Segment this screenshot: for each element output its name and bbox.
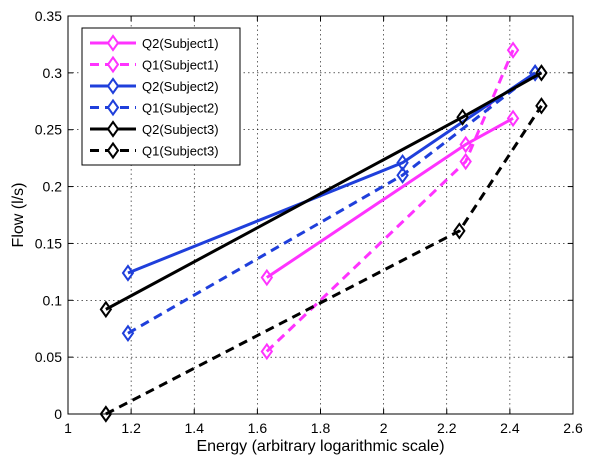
data-point <box>456 108 469 126</box>
data-point <box>121 324 135 342</box>
x-tick-label: 1.6 <box>248 420 268 436</box>
y-tick-label: 0.1 <box>43 292 63 308</box>
x-tick-label: 2 <box>380 420 388 436</box>
legend-label: Q2(Subject2) <box>142 79 219 94</box>
y-tick-label: 0.35 <box>35 8 62 24</box>
series-line <box>127 71 537 335</box>
x-tick-label: 1.8 <box>311 420 331 436</box>
y-axis-label: Flow (l/s) <box>10 183 27 248</box>
legend-marker <box>106 141 120 160</box>
x-tick-label: 2.2 <box>437 420 457 436</box>
y-tick-label: 0.05 <box>35 349 62 365</box>
x-tick-label: 2.4 <box>500 420 520 436</box>
data-point <box>453 222 466 240</box>
data-point <box>99 300 113 319</box>
y-tick-label: 0.2 <box>43 179 63 195</box>
y-tick-label: 0.15 <box>35 235 62 251</box>
x-tick-label: 1.4 <box>185 420 205 436</box>
legend: Q2(Subject1) Q1(Subject1) Q2(Subject2) Q1(S… <box>81 27 241 166</box>
legend-box <box>81 27 241 166</box>
legend-marker <box>106 98 120 117</box>
x-tick-label: 1.2 <box>121 420 141 436</box>
y-tick-label: 0 <box>54 406 62 422</box>
legend-marker <box>106 55 120 74</box>
series-line <box>265 49 515 353</box>
series-q2-subject1 <box>260 109 520 287</box>
series-line <box>105 71 543 311</box>
data-point <box>459 135 472 154</box>
data-point <box>99 405 113 423</box>
legend-label: Q1(Subject2) <box>142 101 219 116</box>
x-tick-label: 2.6 <box>563 420 583 436</box>
series-q2-subject3 <box>99 64 548 319</box>
data-point <box>121 264 135 282</box>
axis-ticks: 1 1.2 1.4 1.6 1.8 2 2.2 2.4 2.6 0 0.05 0.1 0.15 0.2 0.… <box>35 8 583 436</box>
legend-label: Q2(Subject3) <box>142 122 219 137</box>
legend-marker <box>106 120 120 138</box>
legend-label: Q2(Subject1) <box>142 36 219 51</box>
series-line <box>266 117 514 279</box>
x-axis-label: Energy (arbitrary logarithmic scale) <box>196 438 444 455</box>
data-point <box>506 109 520 128</box>
data-point <box>459 152 472 171</box>
legend-label: Q1(Subject3) <box>142 144 219 159</box>
data-point <box>260 268 274 287</box>
y-tick-label: 0.3 <box>43 65 63 81</box>
legend-marker <box>106 34 120 52</box>
series-q1-subject3 <box>99 97 548 423</box>
data-point <box>535 97 548 115</box>
legend-label: Q1(Subject1) <box>142 58 219 73</box>
data-point <box>506 41 520 59</box>
legend-marker <box>106 77 120 95</box>
data-point <box>535 64 548 82</box>
series-line <box>105 105 543 416</box>
data-point <box>396 166 409 184</box>
series-q1-subject1 <box>260 41 520 361</box>
data-point <box>260 342 274 361</box>
y-tick-label: 0.25 <box>35 122 62 138</box>
series-layer <box>99 41 548 423</box>
series-q1-subject2 <box>121 64 542 342</box>
x-tick-label: 1 <box>64 420 72 436</box>
